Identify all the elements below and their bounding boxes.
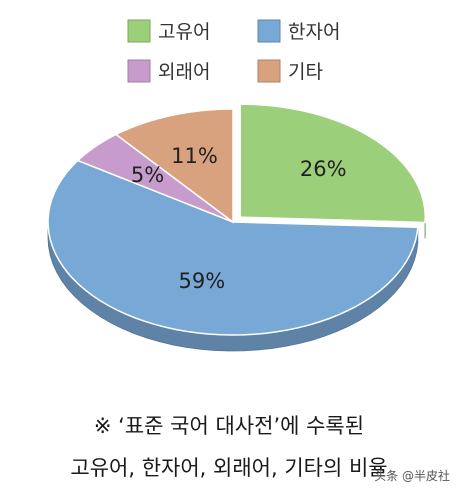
data-label: 11% [171, 144, 218, 168]
legend-swatch [127, 59, 151, 83]
watermark: 头条 @半皮社 [374, 469, 450, 483]
data-label: 59% [179, 269, 226, 293]
data-label: 26% [300, 157, 347, 181]
legend-swatch [127, 19, 151, 43]
pie-labels: 26% 59% 5% 11% [131, 144, 347, 293]
legend-swatch [257, 19, 281, 43]
legend-label: 외래어 [158, 61, 210, 83]
caption-line-1: ※ ‘표준 국어 대사전’에 수록된 [93, 414, 365, 438]
legend-label: 고유어 [158, 21, 210, 43]
pie-slices [47, 103, 426, 352]
legend-swatch [257, 59, 281, 83]
legend-label: 한자어 [288, 21, 340, 43]
pie-slice [47, 159, 419, 336]
legend-label: 기타 [288, 61, 323, 83]
caption-line-2: 고유어, 한자어, 외래어, 기타의 비율 [70, 456, 388, 480]
data-label: 5% [131, 163, 164, 187]
pie-slice [76, 133, 234, 223]
pie-slice [239, 103, 426, 224]
pie-slice [114, 108, 234, 224]
